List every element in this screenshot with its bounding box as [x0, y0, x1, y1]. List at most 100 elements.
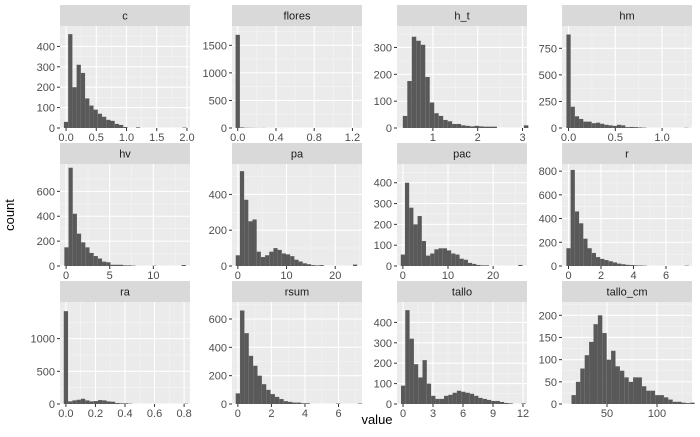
- y-tick-label: 0: [386, 261, 392, 273]
- histogram-bar: [64, 247, 68, 266]
- facet-strip-label: tallo: [452, 287, 472, 299]
- y-tick-label: 200: [374, 219, 392, 231]
- histogram-bar: [464, 260, 468, 266]
- histogram-bar: [257, 252, 261, 266]
- histogram-bar: [98, 114, 102, 128]
- x-tick-label: 0.5: [89, 132, 104, 144]
- histogram-bar: [481, 265, 485, 266]
- histogram-bar: [297, 403, 301, 404]
- x-tick-label: 2: [598, 270, 604, 282]
- x-tick-label: 0.5: [608, 132, 623, 144]
- x-tick-label: 0: [235, 270, 241, 282]
- x-tick-label: 2.0: [179, 132, 194, 144]
- x-tick-label: 10: [147, 270, 159, 282]
- x-tick-label: 0.4: [117, 408, 132, 420]
- histogram-bar: [668, 400, 672, 404]
- facet-strip-label: rsum: [285, 287, 309, 299]
- x-tick-label: 6: [335, 408, 341, 420]
- x-tick-label: 0.6: [147, 408, 162, 420]
- y-tick-label: 150: [539, 332, 557, 344]
- histogram-bar: [64, 122, 68, 128]
- x-tick-label: 0.4: [268, 132, 283, 144]
- histogram-bar: [311, 265, 315, 266]
- histogram-bar: [68, 401, 72, 404]
- x-tick-label: 1.5: [149, 132, 164, 144]
- x-tick-label: 10: [442, 270, 454, 282]
- histogram-bar: [421, 45, 425, 128]
- histogram-bar: [617, 264, 621, 266]
- histogram-bar: [94, 256, 98, 266]
- y-tick-label: 200: [37, 236, 55, 248]
- histogram-bar: [588, 248, 592, 266]
- histogram-bar: [470, 126, 474, 128]
- histogram-bar: [119, 403, 123, 404]
- histogram-bar: [303, 263, 307, 266]
- y-tick-label: 100: [374, 96, 392, 108]
- y-tick-label: 200: [374, 358, 392, 370]
- histogram-bar: [575, 116, 579, 128]
- histogram-bar: [430, 103, 434, 129]
- histogram-bar: [422, 241, 426, 266]
- histogram-bar: [690, 403, 694, 404]
- histogram-bar: [290, 256, 294, 266]
- y-tick-label: 1000: [31, 334, 55, 346]
- histogram-bar: [587, 122, 591, 128]
- histogram-bar: [620, 371, 624, 404]
- histogram-bar: [115, 124, 119, 128]
- y-tick-label: 300: [374, 338, 392, 350]
- y-tick-label: 300: [374, 42, 392, 54]
- histogram-bar: [409, 208, 413, 266]
- histogram-bar: [609, 261, 613, 266]
- x-tick-label: 0: [63, 270, 69, 282]
- facet-strip-label: pa: [291, 149, 304, 161]
- histogram-bar: [77, 234, 81, 266]
- histogram-bar: [353, 265, 357, 266]
- histogram-bar: [106, 120, 110, 128]
- histogram-bar: [651, 391, 655, 404]
- y-tick-label: 0: [551, 399, 557, 411]
- histogram-bar: [592, 253, 596, 266]
- panel-background: [232, 26, 362, 128]
- histogram-bar: [286, 254, 290, 266]
- y-tick-label: 0: [221, 261, 227, 273]
- y-tick-label: 50: [545, 377, 557, 389]
- x-tick-label: 6: [663, 270, 669, 282]
- y-tick-label: 0: [49, 123, 55, 135]
- x-tick-label: 0: [565, 270, 571, 282]
- histogram-bar: [594, 324, 598, 404]
- x-tick-label: 0.0: [230, 132, 245, 144]
- histogram-bar: [418, 216, 422, 266]
- histogram-bar: [102, 262, 106, 266]
- histogram-bar: [405, 310, 409, 404]
- histogram-bar: [468, 263, 472, 266]
- y-tick-label: 0: [551, 123, 557, 135]
- histogram-bar: [430, 254, 434, 266]
- histogram-bar: [571, 107, 575, 128]
- histogram-bar: [451, 254, 455, 266]
- histogram-bar: [524, 125, 528, 128]
- histogram-bar: [600, 124, 604, 128]
- histogram-bar: [425, 77, 429, 128]
- facet-strip-label: r: [625, 149, 629, 161]
- histogram-bar: [72, 400, 76, 404]
- histogram-bar: [269, 252, 273, 266]
- histogram-bar: [576, 382, 580, 404]
- histogram-bar: [248, 221, 252, 266]
- histogram-bar: [466, 126, 470, 128]
- panel-background: [562, 26, 692, 128]
- histogram-bar: [592, 123, 596, 128]
- histogram-bar: [410, 339, 414, 404]
- histogram-bar: [460, 259, 464, 266]
- histogram-bar: [583, 239, 587, 266]
- histogram-bar: [596, 257, 600, 266]
- x-tick-label: 4: [630, 270, 636, 282]
- histogram-bar: [448, 121, 452, 128]
- histogram-bar: [102, 117, 106, 128]
- histogram-bar: [457, 124, 461, 128]
- histogram-bar: [629, 382, 633, 404]
- histogram-bar: [600, 259, 604, 266]
- histogram-bar: [448, 395, 452, 404]
- histogram-bar: [434, 113, 438, 128]
- histogram-bar: [182, 265, 186, 266]
- histogram-bar: [98, 400, 102, 404]
